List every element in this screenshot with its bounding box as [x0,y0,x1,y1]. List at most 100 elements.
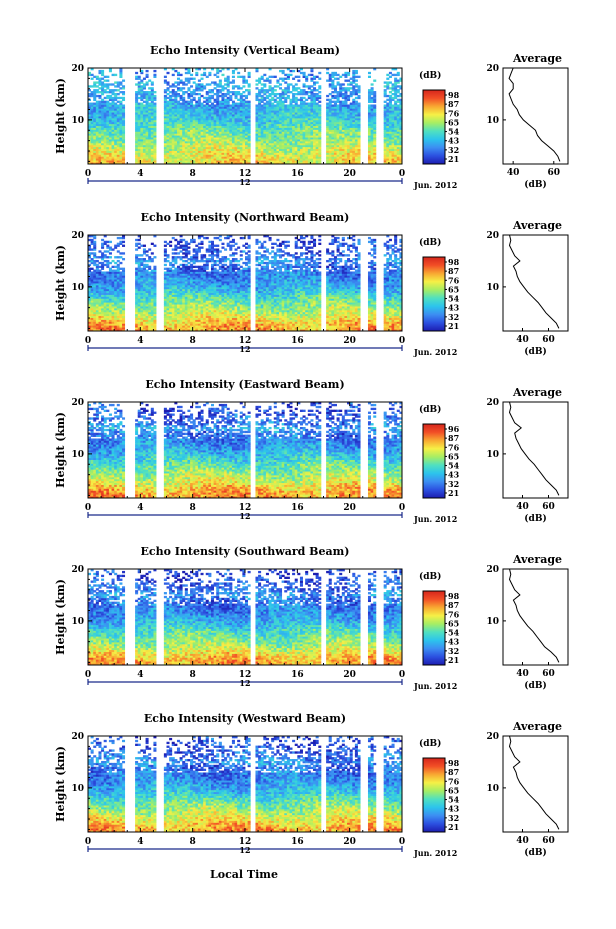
heatmap-cell [383,127,387,130]
heatmap-cell [354,156,358,159]
heatmap-cell [354,148,358,151]
heatmap-cell [231,160,235,163]
heatmap-cell [205,150,209,153]
heatmap-cell [367,321,371,324]
heatmap-cell [114,317,118,320]
heatmap-cell [299,162,303,165]
heatmap-cell [224,133,228,136]
heatmap-cell [137,146,141,150]
heatmap-cell [182,87,186,90]
heatmap-cell [166,104,170,107]
heatmap-cell [237,123,241,126]
heatmap-cell [263,108,267,111]
heatmap-cell [370,319,374,322]
heatmap-cell [95,135,99,138]
heatmap-cell [182,127,186,130]
heatmap-cell [111,139,115,142]
heatmap-cell [231,119,235,123]
heatmap-cell [326,148,330,151]
heatmap-cell [299,114,303,117]
heatmap-cell [174,81,178,84]
heatmap-cell [315,321,319,324]
heatmap-cell [386,108,390,111]
heatmap-cell [184,79,188,82]
heatmap-cell [344,114,348,117]
heatmap-cell [111,83,115,86]
heatmap-cell [297,140,301,144]
heatmap-cell [93,160,97,163]
heatmap-cell [237,117,241,121]
heatmap-cell [370,150,374,153]
heatmap-cell [352,146,356,150]
heatmap-cell [302,317,306,320]
heatmap-cell [279,123,283,126]
heatmap-cell [289,129,293,132]
heatmap-cell [140,108,144,111]
heatmap-cell [153,150,157,153]
heatmap-cell [192,77,196,80]
heatmap-cell [108,319,112,322]
heatmap-cell [333,152,337,155]
heatmap-cell [213,139,217,142]
heatmap-cell [313,317,317,320]
heatmap-cell [237,150,241,153]
heatmap-cell [284,81,288,84]
heatmap-cell [242,323,246,326]
heatmap-cell [145,75,149,78]
heatmap-cell [176,116,180,119]
heatmap-cell [200,323,204,326]
heatmap-cell [344,79,348,82]
heatmap-cell [234,321,238,324]
heatmap-cell [373,142,377,146]
heatmap-cell [187,125,191,128]
heatmap-cell [148,102,152,105]
heatmap-cell [122,321,126,324]
heatmap-cell [367,89,371,92]
heatmap-cell [305,92,309,96]
heatmap-cell [313,100,317,103]
heatmap-cell [114,154,118,157]
heatmap-cell [386,83,390,86]
heatmap-cell [195,119,199,123]
heatmap-cell [182,102,186,105]
heatmap-cell [386,87,390,90]
heatmap-cell [197,83,201,86]
heatmap-cell [200,87,204,90]
heatmap-cell [176,125,180,128]
heatmap-cell [383,123,387,126]
heatmap-cell [108,98,112,102]
heatmap-cell [391,325,395,328]
heatmap-cell [279,150,283,153]
heatmap-cell [95,329,99,332]
heatmap-cell [242,91,246,94]
heatmap-cell [373,137,377,140]
heatmap-cell [354,79,358,82]
heatmap-cell [229,158,233,161]
heatmap-cell [88,142,92,146]
heatmap-cell [234,162,238,165]
heatmap-cell [310,127,314,130]
heatmap-cell [336,96,340,100]
heatmap-cell [176,325,180,328]
heatmap-cell [271,123,275,126]
heatmap-cell [101,160,105,163]
heatmap-cell [216,117,220,121]
heatmap-cell [297,156,301,159]
heatmap-cell [328,110,332,113]
heatmap-cell [331,121,335,125]
heatmap-cell [388,139,392,142]
heatmap-cell [242,148,246,151]
heatmap-cell [174,121,178,125]
heatmap-cell [237,121,241,125]
heatmap-cell [307,129,311,132]
heatmap-cell [336,98,340,102]
heatmap-cell [218,83,222,86]
heatmap-cell [263,96,267,100]
heatmap-cell [148,156,152,159]
heatmap-cell [116,104,120,107]
heatmap-cell [148,317,152,320]
heatmap-cell [367,75,371,78]
heatmap-cell [150,89,154,92]
heatmap-cell [265,160,269,163]
heatmap-cell [281,139,285,142]
